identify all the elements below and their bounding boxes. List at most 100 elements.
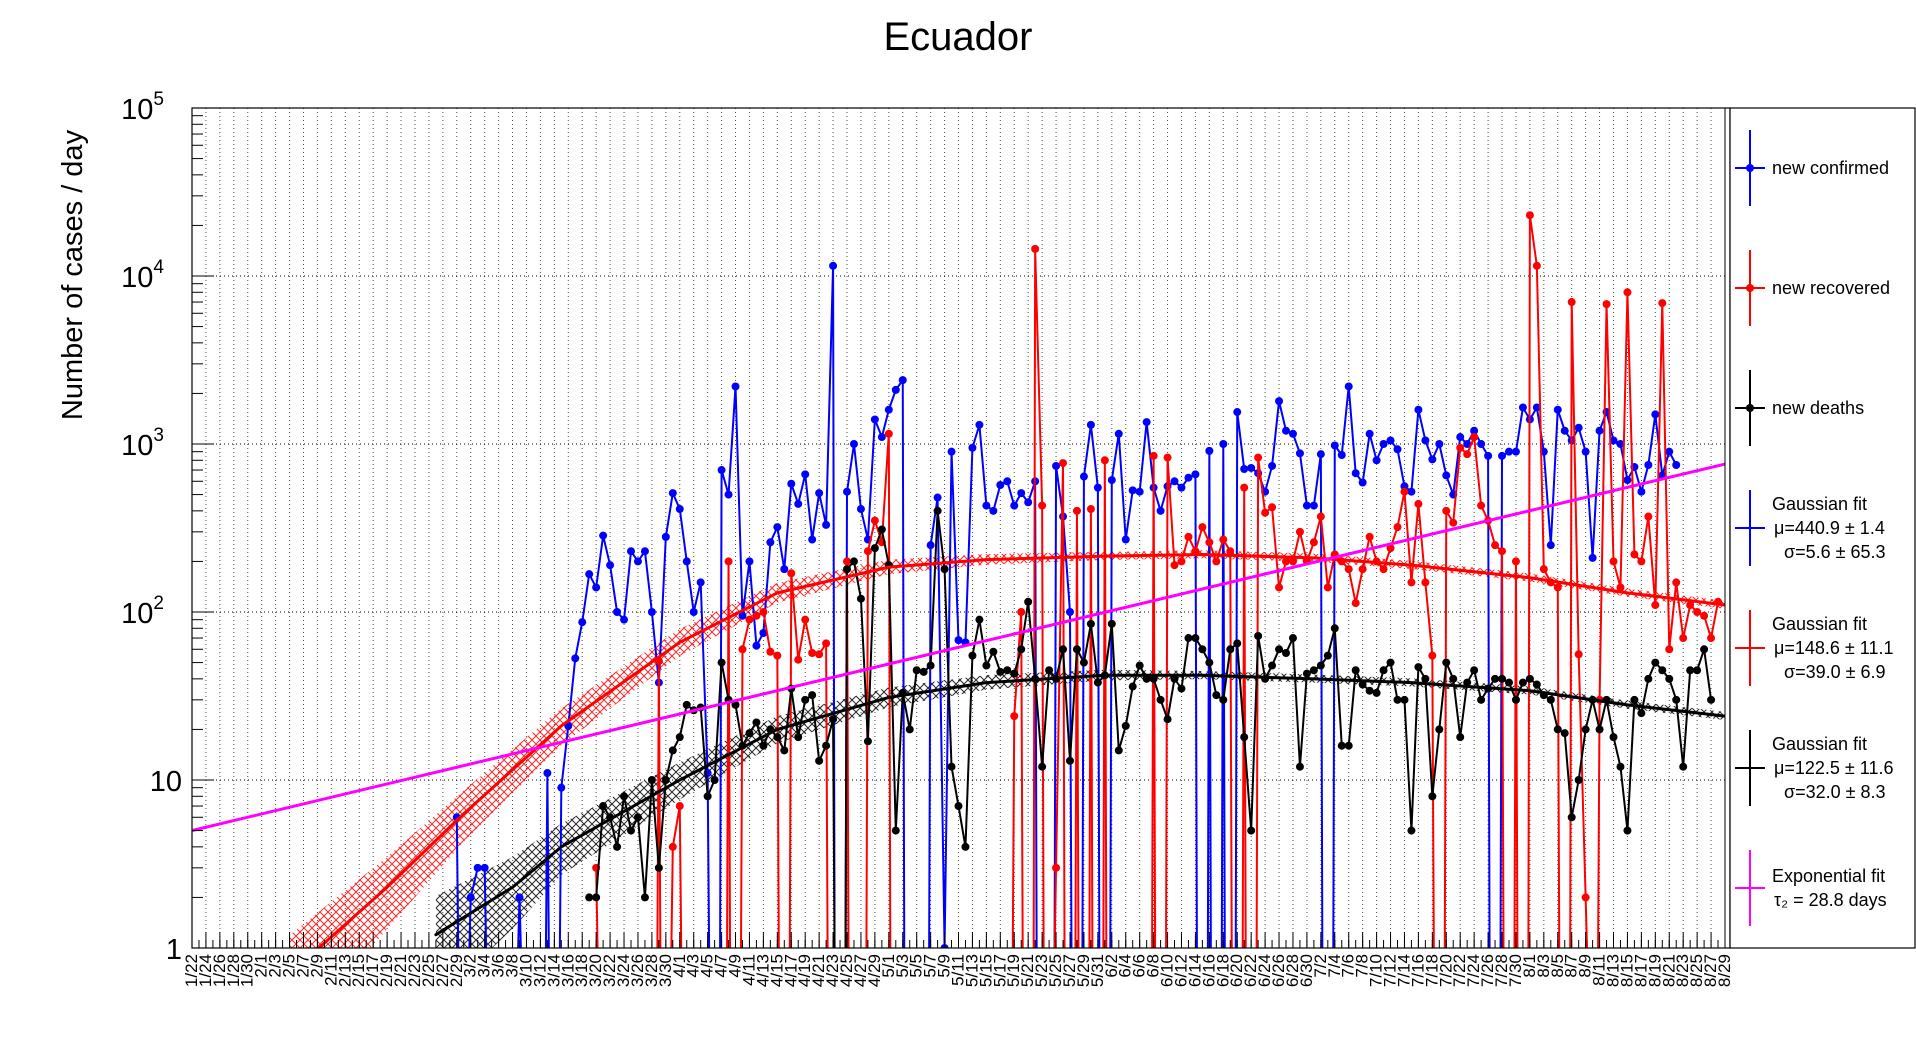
data-point xyxy=(1191,470,1200,479)
data-point xyxy=(1358,565,1367,574)
data-point xyxy=(1372,456,1381,465)
data-point xyxy=(829,261,838,270)
data-point xyxy=(1637,557,1646,566)
data-point xyxy=(898,376,907,385)
data-point xyxy=(1170,477,1179,486)
data-point xyxy=(1511,695,1520,704)
data-point xyxy=(1177,684,1186,693)
data-point xyxy=(1010,501,1019,510)
x-tick-label: 8/5 xyxy=(1548,954,1567,978)
data-point xyxy=(1247,463,1256,472)
data-point xyxy=(1414,663,1423,672)
fit-band-1 xyxy=(435,669,1725,948)
y-axis-label: Number of cases / day xyxy=(57,129,89,420)
legend-entry-fit-exponential: Exponential fit τ₂ = 28.8 days xyxy=(1735,850,1887,926)
data-point xyxy=(1275,645,1284,654)
data-point xyxy=(1295,449,1304,458)
data-point xyxy=(794,733,803,742)
x-tick-label: 3/26 xyxy=(628,954,647,987)
y-tick-label: 103 xyxy=(121,425,164,462)
legend-label-line: new recovered xyxy=(1772,278,1890,298)
data-point xyxy=(1707,695,1716,704)
x-tick-label: 8/19 xyxy=(1645,954,1664,987)
x-tick-label: 2/25 xyxy=(419,954,438,987)
data-point xyxy=(933,493,942,502)
x-tick-label: 6/16 xyxy=(1199,954,1218,987)
data-point xyxy=(752,611,761,620)
x-tick-label: 6/30 xyxy=(1297,954,1316,987)
data-point xyxy=(1302,501,1311,510)
data-point xyxy=(1602,300,1611,309)
x-tick-label: 5/23 xyxy=(1032,954,1051,987)
data-point xyxy=(849,440,858,448)
data-point xyxy=(1477,440,1486,448)
data-point xyxy=(1086,505,1095,514)
data-point xyxy=(1700,645,1709,654)
data-point xyxy=(1574,776,1583,784)
data-point xyxy=(926,541,935,550)
data-point xyxy=(620,615,629,624)
x-tick-label: 4/5 xyxy=(698,954,717,978)
data-point xyxy=(891,385,900,394)
data-point xyxy=(787,479,796,488)
data-point xyxy=(1693,608,1702,616)
data-point xyxy=(1491,674,1500,683)
data-point xyxy=(1372,688,1381,697)
series-line-segment xyxy=(1597,291,1720,948)
data-point xyxy=(745,615,754,624)
data-point xyxy=(1644,460,1653,469)
data-point xyxy=(1393,523,1402,532)
data-point xyxy=(1226,547,1235,556)
data-point xyxy=(1072,506,1081,515)
data-point xyxy=(1435,440,1444,448)
data-point xyxy=(982,661,991,670)
data-point xyxy=(515,893,524,902)
data-point xyxy=(1665,674,1674,683)
data-point xyxy=(1400,695,1409,704)
x-tick-label: 5/5 xyxy=(907,954,926,978)
data-point xyxy=(1358,680,1367,689)
data-point xyxy=(1532,680,1541,689)
x-tick-label: 1/28 xyxy=(224,954,243,987)
data-point xyxy=(884,405,893,414)
data-point xyxy=(1086,619,1095,628)
data-point xyxy=(1609,557,1618,566)
data-point xyxy=(1532,261,1541,270)
data-point xyxy=(1240,464,1249,473)
data-point xyxy=(1637,487,1646,496)
x-tick-label: 7/14 xyxy=(1394,954,1413,987)
data-point xyxy=(1463,450,1472,459)
x-tick-label: 6/10 xyxy=(1158,954,1177,987)
data-point xyxy=(1637,709,1646,718)
data-point xyxy=(822,639,831,648)
fit-curve-exponential-2 xyxy=(192,462,1725,833)
data-point xyxy=(1560,426,1569,435)
data-point xyxy=(1198,523,1207,532)
x-tick-label: 5/19 xyxy=(1004,954,1023,987)
x-tick-label: 7/8 xyxy=(1353,954,1372,978)
data-point xyxy=(682,700,691,709)
data-point xyxy=(1275,397,1284,406)
data-point xyxy=(1079,472,1088,481)
data-point xyxy=(1511,557,1520,566)
series-line-segment xyxy=(1513,560,1519,948)
data-point xyxy=(1254,631,1263,640)
x-tick-label: 3/30 xyxy=(656,954,675,987)
data-point xyxy=(843,487,852,496)
data-point xyxy=(1135,487,1144,496)
legend-marker-dot xyxy=(1746,284,1754,292)
data-point xyxy=(1623,826,1632,835)
x-tick-label: 7/4 xyxy=(1325,954,1344,978)
data-point xyxy=(801,470,810,479)
data-point xyxy=(1623,288,1632,297)
data-point xyxy=(1149,451,1158,460)
data-point xyxy=(1065,608,1074,616)
data-point xyxy=(884,429,893,438)
data-point xyxy=(1156,506,1165,515)
x-tick-label: 8/11 xyxy=(1590,954,1609,986)
x-tick-label: 3/8 xyxy=(503,954,522,978)
x-tick-label: 7/6 xyxy=(1339,954,1358,978)
x-tick-label: 3/14 xyxy=(544,954,563,987)
data-point xyxy=(1365,686,1374,695)
data-point xyxy=(1616,762,1625,771)
